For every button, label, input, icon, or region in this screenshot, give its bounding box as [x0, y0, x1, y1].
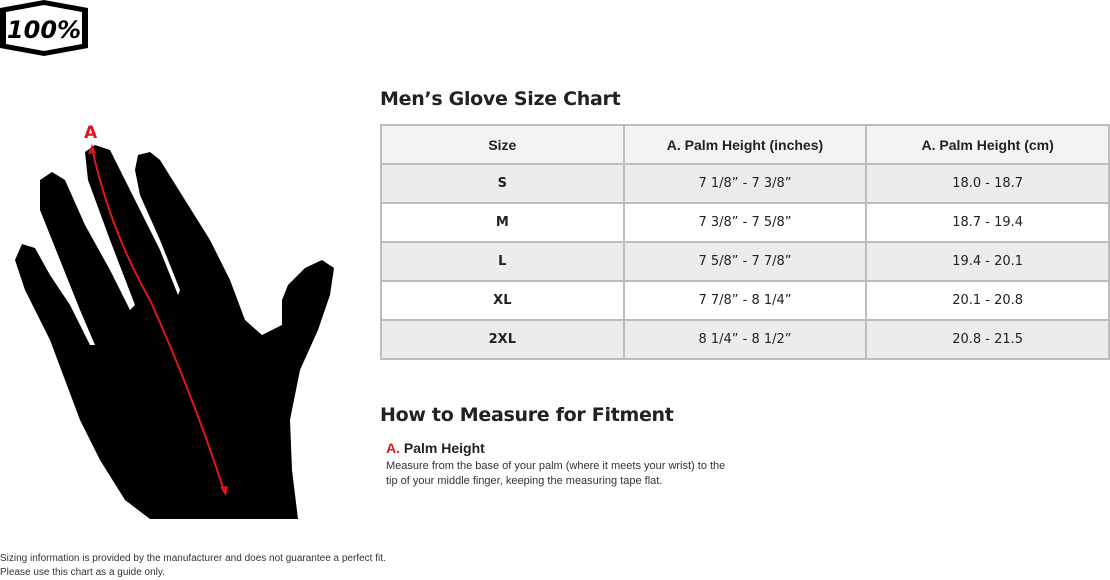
measure-description-line2: tip of your middle finger, keeping the m…	[386, 475, 663, 487]
measure-title: How to Measure for Fitment	[380, 404, 674, 426]
size-cell: XL	[380, 280, 625, 321]
cm-cell: 20.1 - 20.8	[865, 280, 1110, 321]
svg-text:100%: 100%	[7, 16, 81, 44]
measure-instructions: A. Palm Height Measure from the base of …	[386, 440, 746, 489]
cm-cell: 18.7 - 19.4	[865, 202, 1110, 243]
size-cell: L	[380, 241, 625, 282]
arrow-head-top	[88, 144, 96, 154]
column-header-inches: A. Palm Height (inches)	[622, 124, 868, 165]
cm-cell: 20.8 - 21.5	[865, 319, 1110, 360]
measure-label: Palm Height	[403, 440, 485, 456]
size-chart-title: Men’s Glove Size Chart	[380, 88, 621, 110]
inches-cell: 8 1/4” - 8 1/2”	[622, 319, 868, 360]
measure-letter: A.	[386, 440, 400, 456]
cm-cell: 18.0 - 18.7	[865, 163, 1110, 204]
inches-cell: 7 1/8” - 7 3/8”	[622, 163, 868, 204]
measure-heading: A. Palm Height	[386, 440, 746, 456]
measure-line	[91, 147, 226, 495]
measure-description-line1: Measure from the base of your palm (wher…	[386, 460, 726, 472]
table-header-row: Size A. Palm Height (inches) A. Palm Hei…	[380, 124, 1110, 165]
cm-cell: 19.4 - 20.1	[865, 241, 1110, 282]
inches-cell: 7 3/8” - 7 5/8”	[622, 202, 868, 243]
disclaimer: Sizing information is provided by the ma…	[0, 552, 386, 580]
inches-cell: 7 7/8” - 8 1/4”	[622, 280, 868, 321]
table-row: XL 7 7/8” - 8 1/4” 20.1 - 20.8	[380, 280, 1110, 321]
table-row: M 7 3/8” - 7 5/8” 18.7 - 19.4	[380, 202, 1110, 243]
table-row: 2XL 8 1/4” - 8 1/2” 20.8 - 21.5	[380, 319, 1110, 360]
column-header-cm: A. Palm Height (cm)	[865, 124, 1110, 165]
table-row: L 7 5/8” - 7 7/8” 19.4 - 20.1	[380, 241, 1110, 282]
table-row: S 7 1/8” - 7 3/8” 18.0 - 18.7	[380, 163, 1110, 204]
marker-a: A	[84, 123, 98, 143]
column-header-size: Size	[380, 124, 625, 165]
disclaimer-line1: Sizing information is provided by the ma…	[0, 553, 386, 564]
size-cell: M	[380, 202, 625, 243]
size-cell: 2XL	[380, 319, 625, 360]
arrow-head-bottom	[220, 486, 228, 496]
size-cell: S	[380, 163, 625, 204]
hand-diagram: A	[15, 123, 334, 519]
inches-cell: 7 5/8” - 7 7/8”	[622, 241, 868, 282]
hand-silhouette	[15, 145, 334, 519]
disclaimer-line2: Please use this chart as a guide only.	[0, 567, 165, 578]
size-chart-table: Size A. Palm Height (inches) A. Palm Hei…	[380, 124, 1110, 360]
brand-logo: 100%	[0, 0, 88, 56]
